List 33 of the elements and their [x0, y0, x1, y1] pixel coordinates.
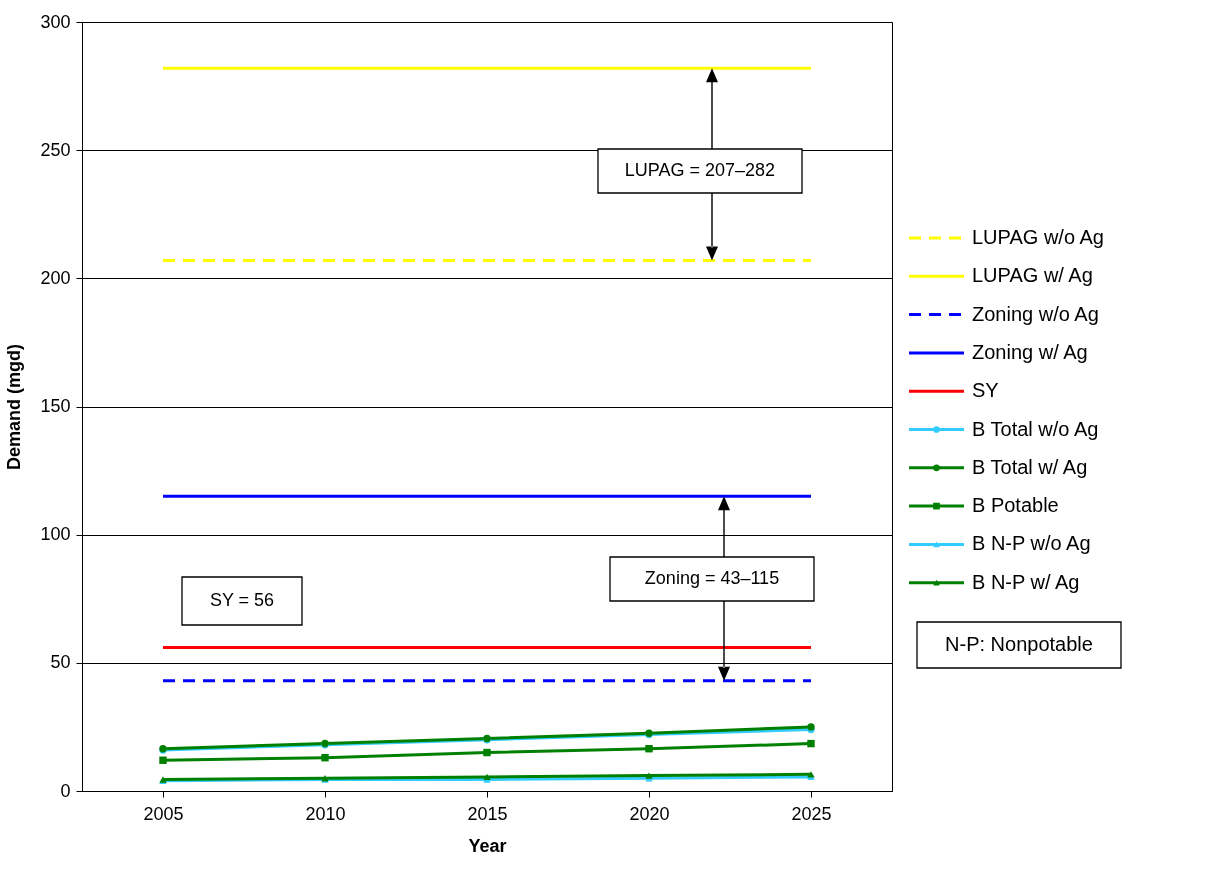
- legend-label: LUPAG w/ Ag: [972, 264, 1093, 287]
- y-tick-label: 50: [50, 652, 71, 673]
- y-tick-label: 150: [40, 396, 71, 416]
- x-tick-label: 2010: [305, 803, 346, 824]
- y-tick-label: 300: [40, 11, 71, 32]
- annotation: SY = 56: [209, 590, 275, 610]
- x-tick-label: 2005: [143, 803, 184, 824]
- legend-label: SY: [972, 379, 999, 402]
- legend-label: B Potable: [972, 494, 1059, 517]
- y-tick-label: 100: [40, 524, 71, 545]
- legend-label: B Total w/o Ag: [972, 417, 1099, 440]
- x-tick-label: 2025: [791, 803, 832, 824]
- legend-label: LUPAG w/o Ag: [972, 226, 1104, 248]
- point: [159, 756, 167, 764]
- point: [807, 739, 815, 748]
- x-tick-label: 2015: [467, 803, 508, 824]
- y-tick-label: 250: [40, 139, 71, 160]
- x-tick-label: 2020: [629, 803, 670, 824]
- point: [321, 753, 329, 762]
- y-tick-label: 0: [60, 780, 71, 801]
- text: N-P: Nonpotable: [945, 633, 1093, 655]
- y-tick-label: 200: [40, 267, 71, 288]
- legend-label: Zoning w/o Ag: [972, 302, 1099, 325]
- legend-label: Zoning w/ Ag: [972, 340, 1088, 363]
- x-axis-title: Year: [468, 835, 507, 856]
- point: [645, 745, 653, 753]
- point: [483, 748, 491, 757]
- annotation: Zoning = 43–115: [644, 568, 780, 588]
- y-axis-title: Demand (mgd): [4, 343, 25, 470]
- legend-label: B N-P w/ Ag: [972, 570, 1080, 593]
- annotation: LUPAG = 207–282: [624, 160, 776, 180]
- legend-label: B Total w/ Ag: [972, 455, 1088, 478]
- legend-label: B N-P w/o Ag: [972, 532, 1091, 555]
